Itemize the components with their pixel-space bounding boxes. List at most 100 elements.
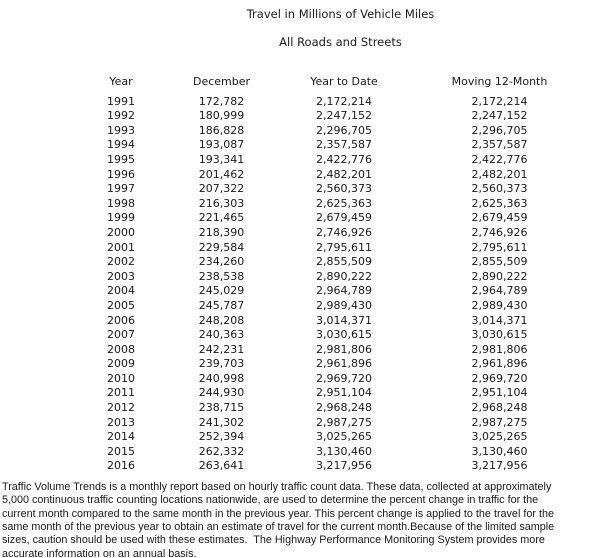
table-cell: 2,422,776 [471,152,528,166]
table-cell: 2,981,806 [316,342,372,356]
table-cell: 245,029 [198,284,245,298]
table-cell: 2005 [107,298,135,312]
table-cell: 2010 [107,371,135,385]
table-cell: 2,422,776 [316,152,372,166]
table-row: 2012 238,715 2,968,248 2,968,248 [85,401,597,416]
table-cell: 245,787 [198,298,245,312]
table-cell: 229,584 [198,240,245,254]
table-cell: 2,989,430 [471,298,528,312]
table-cell: 2002 [107,255,135,269]
table-cell: 2013 [107,415,135,429]
table-cell: 2,969,720 [316,371,372,385]
table-row: 1998 216,303 2,625,363 2,625,363 [85,197,597,212]
table-cell: 248,208 [198,313,245,327]
table-cell: 2,247,152 [471,109,528,123]
footer-line: same month of the previous year to obtai… [2,520,555,533]
table-row: 1996 201,462 2,482,201 2,482,201 [85,168,597,183]
footer-line: Traffic Volume Trends is a monthly repor… [2,481,552,494]
table-cell: 2,795,611 [316,240,372,254]
table-cell: 3,030,615 [471,328,528,342]
table-cell: 1996 [107,167,135,181]
table-cell: 2,247,152 [316,109,372,123]
table-cell: 240,998 [198,371,245,385]
table-cell: 2,560,373 [316,182,372,196]
table-cell: 238,715 [198,401,245,415]
table-cell: 201,462 [198,167,245,181]
table-cell: 3,130,460 [316,444,372,458]
table-cell: 221,465 [198,211,245,225]
table-cell: 2008 [107,342,135,356]
table-cell: 2001 [107,240,135,254]
table-cell: 2016 [107,459,135,473]
table-cell: 193,341 [198,152,245,166]
table-cell: 2,172,214 [316,94,372,108]
table-row: 1997 207,322 2,560,373 2,560,373 [85,182,597,197]
table-cell: 207,322 [198,182,245,196]
table-cell: 2004 [107,284,135,298]
table-cell: 2,172,214 [471,94,528,108]
table-cell: 1994 [107,138,135,152]
table-cell: 3,217,956 [471,459,528,473]
footer-line: 5,000 continuous traffic counting locati… [2,494,539,507]
table-cell: 263,641 [198,459,245,473]
table-cell: 2,560,373 [471,182,528,196]
table-cell: 262,332 [198,444,245,458]
table-row: 2005 245,787 2,989,430 2,989,430 [85,299,597,314]
table-cell: 3,130,460 [471,444,528,458]
table-header-row: Year December Year to Date Moving 12-Mon… [85,75,597,95]
table-cell: 2,951,104 [316,386,372,400]
table-row: 1994 193,087 2,357,587 2,357,587 [85,138,597,153]
table-cell: 2,357,587 [471,138,528,152]
table-cell: 1993 [107,123,135,137]
table-row: 2014 252,394 3,025,265 3,025,265 [85,430,597,445]
table-row: 1992 180,999 2,247,152 2,247,152 [85,109,597,124]
footer-line: sizes, caution should be used with these… [2,534,545,547]
table-cell: 1999 [107,211,135,225]
table-row: 1993 186,828 2,296,705 2,296,705 [85,124,597,139]
table-cell: 2,625,363 [471,196,528,210]
table-cell: 2014 [107,430,135,444]
table-cell: 2,961,896 [316,357,372,371]
table-row: 2010 240,998 2,969,720 2,969,720 [85,372,597,387]
table-cell: 240,363 [198,328,245,342]
table-cell: 2006 [107,313,135,327]
table-cell: 2,296,705 [316,123,372,137]
table-cell: 2,855,509 [316,255,372,269]
table-cell: 2,987,275 [471,415,528,429]
table-cell: 2000 [107,225,135,239]
table-cell: 3,025,265 [316,430,372,444]
table-row: 2000 218,390 2,746,926 2,746,926 [85,226,597,241]
table-cell: 1998 [107,196,135,210]
table-row: 2003 238,538 2,890,222 2,890,222 [85,270,597,285]
table-cell: 3,014,371 [316,313,372,327]
table-cell: 241,302 [198,415,245,429]
table-cell: 2,968,248 [471,401,528,415]
table-row: 1995 193,341 2,422,776 2,422,776 [85,153,597,168]
table-cell: 193,087 [198,138,245,152]
table-cell: 180,999 [198,109,245,123]
table-cell: 244,930 [198,386,245,400]
table-row: 2016 263,641 3,217,956 3,217,956 [85,459,597,474]
table-cell: 2,969,720 [471,371,528,385]
table-cell: 2,989,430 [316,298,372,312]
table-cell: 2,981,806 [471,342,528,356]
table-cell: 2,855,509 [471,255,528,269]
table-cell: 3,025,265 [471,430,528,444]
table-cell: 2,746,926 [316,225,372,239]
table-cell: 242,231 [198,342,245,356]
table-row: 2006 248,208 3,014,371 3,014,371 [85,314,597,329]
table-cell: 216,303 [198,196,245,210]
table-cell: 2,795,611 [471,240,528,254]
table-cell: 2,679,459 [316,211,372,225]
table-row: 1999 221,465 2,679,459 2,679,459 [85,211,597,226]
table-cell: 2,951,104 [471,386,528,400]
table-row: 1991 172,782 2,172,214 2,172,214 [85,95,597,110]
col-header-moving-12-month: Moving 12-Month [451,75,548,88]
table-cell: 2,482,201 [316,167,372,181]
table-cell: 2012 [107,401,135,415]
col-header-year-to-date: Year to Date [310,75,378,88]
footer-line: current month compared to the same month… [2,507,554,520]
table-cell: 2009 [107,357,135,371]
table-cell: 2,679,459 [471,211,528,225]
